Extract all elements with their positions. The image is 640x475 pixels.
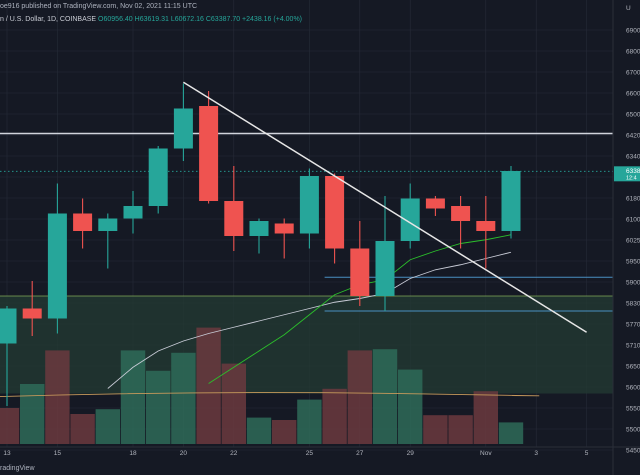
volume-bar [448, 415, 473, 444]
ma-long-line [107, 251, 512, 389]
price-tick-label: 5600 [626, 385, 640, 392]
price-tick-label: 5450 [626, 448, 640, 455]
price-tag [614, 166, 640, 182]
price-tick-label: 5650 [626, 364, 640, 371]
volume-bars [0, 327, 524, 444]
volume-bar [246, 417, 272, 444]
top-right-label: U [626, 5, 631, 12]
price-tick-label: 6025 [626, 238, 640, 245]
volume-bar [272, 420, 297, 444]
candle-body [325, 176, 345, 249]
volume-bar [70, 414, 95, 444]
volume-bar [20, 384, 45, 444]
candle-body [476, 221, 496, 231]
time-tick-label: 13 [3, 450, 11, 457]
price-tick-label: 5710 [626, 343, 640, 350]
support-zone-rect [0, 296, 613, 394]
price-tick-label: 5500 [626, 427, 640, 434]
volume-bar [120, 350, 146, 444]
volume-bar [498, 422, 524, 444]
candle-body [98, 218, 118, 231]
time-tick-label: 15 [54, 450, 62, 457]
volume-bar [171, 352, 196, 444]
price-axis: 6900680067006600650064206340626061806100… [612, 0, 640, 475]
time-axis: 13 15 18 20 22 25 27 29 Nov 3 5 [0, 446, 640, 457]
time-tick-label: 22 [230, 450, 238, 457]
price-tag-countdown: 12:4 [626, 175, 637, 181]
symbol-bar[interactable]: n / U.S. Dollar, 1D, COINBASE O60956.40 … [0, 16, 302, 23]
volume-bar [221, 363, 246, 444]
price-tick-label: 6100 [626, 217, 640, 224]
price-tag-value: 6338 [626, 168, 640, 175]
volume-bar [45, 350, 70, 444]
volume-ma-line [0, 392, 540, 398]
price-tick-label: 5830 [626, 301, 640, 308]
volume-ma [0, 392, 540, 398]
candle-body [249, 221, 269, 236]
trend-line [183, 81, 587, 333]
price-tick-label: 6700 [626, 70, 640, 77]
candlesticks [0, 83, 521, 406]
price-tick-label: 6420 [626, 133, 640, 140]
candle-body [199, 106, 219, 201]
candle-body [224, 201, 244, 236]
candle-body [173, 108, 193, 149]
candle-body [400, 198, 420, 241]
candle-body [274, 223, 294, 234]
price-tick-label: 5950 [626, 259, 640, 266]
volume-bar [297, 399, 322, 444]
candle-body [123, 206, 143, 219]
candle-body [299, 176, 319, 234]
publish-info: oe916 published on TradingView.com, Nov … [0, 3, 198, 10]
price-tick-label: 6600 [626, 91, 640, 98]
candle-body [375, 241, 395, 296]
candle-body [451, 206, 471, 221]
candle-body [501, 171, 521, 231]
price-tick-label: 5770 [626, 322, 640, 329]
price-tick-label: 6180 [626, 196, 640, 203]
candle-body [0, 308, 17, 344]
price-levels [0, 132, 613, 312]
candle-body [73, 213, 93, 231]
volume-bar [473, 391, 498, 444]
time-tick-label: 5 [585, 450, 589, 457]
volume-bar [322, 388, 347, 444]
price-tick-label: 6900 [626, 28, 640, 35]
time-tick-label: 20 [180, 450, 188, 457]
price-tick-label: 6800 [626, 49, 640, 56]
volume-bar [423, 415, 448, 444]
time-tick-label: Nov [480, 450, 492, 457]
symbol-label: n / U.S. Dollar, 1D, COINBASE [0, 16, 97, 23]
candle-body [350, 248, 370, 296]
price-tick-label: 5900 [626, 280, 640, 287]
volume-bar [398, 369, 423, 444]
price-tick-label: 6500 [626, 112, 640, 119]
candle-body [47, 213, 67, 319]
time-tick-label: 3 [534, 450, 538, 457]
candle-body [425, 198, 445, 209]
time-tick-label: 29 [407, 450, 415, 457]
tradingview-logo: radingView [0, 465, 35, 472]
volume-bar [196, 327, 221, 444]
volume-bar [95, 409, 120, 444]
support-zone [0, 295, 613, 394]
time-tick-label: 18 [129, 450, 137, 457]
volume-bar [0, 408, 20, 444]
price-tick-label: 5550 [626, 406, 640, 413]
time-tick-label: 27 [356, 450, 364, 457]
volume-bar [146, 370, 171, 444]
candle-body [22, 308, 42, 319]
volume-bar [372, 349, 398, 444]
trendline [183, 81, 587, 333]
candle-body [148, 148, 168, 206]
price-tick-label: 6340 [626, 154, 640, 161]
time-tick-label: 25 [306, 450, 314, 457]
volume-bar [347, 350, 372, 444]
ohlc-values: O60956.40 H63619.31 L60672.16 C63387.70 … [98, 16, 302, 23]
